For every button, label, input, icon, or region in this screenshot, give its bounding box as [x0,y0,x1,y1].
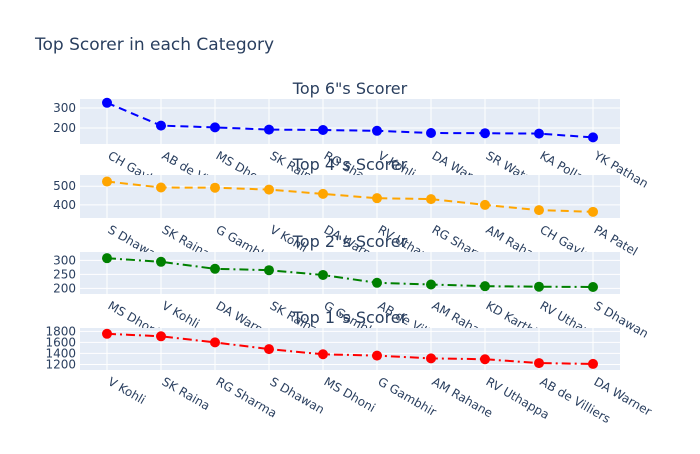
x-tick-label: V Kohli [160,298,202,331]
data-point[interactable] [264,265,274,276]
data-point[interactable] [264,124,274,135]
data-point[interactable] [156,256,166,267]
data-point[interactable] [534,205,544,216]
y-tick-label: 1400 [45,346,76,360]
data-point[interactable] [588,358,598,369]
data-point[interactable] [318,349,328,360]
data-point[interactable] [156,120,166,131]
y-tick-label: 250 [53,267,76,281]
data-point[interactable] [480,281,490,292]
data-point[interactable] [318,269,328,280]
data-point[interactable] [534,128,544,139]
x-tick-label: V Kohli [106,374,148,407]
x-tick-label: RG Sharma [214,374,280,420]
x-tick-label: G Gambhir [376,374,439,419]
y-tick-label: 300 [53,101,76,115]
x-tick-label: AM Rahane [430,374,496,420]
data-point[interactable] [426,128,436,138]
data-point[interactable] [210,122,220,133]
series-line [106,332,594,365]
data-point[interactable] [534,358,544,369]
y-tick-label: 300 [53,253,76,267]
data-point[interactable] [318,125,328,135]
data-point[interactable] [372,125,382,136]
data-point[interactable] [534,281,544,292]
plot-area [80,175,620,218]
data-point[interactable] [426,194,436,205]
y-tick-label: 400 [53,198,76,212]
data-point[interactable] [588,206,598,217]
series-line [106,180,594,213]
subplot-title: Top 2"s Scorer [292,232,408,251]
data-point[interactable] [264,184,274,195]
main-title: Top Scorer in each Category [34,35,274,55]
y-tick-label: 1800 [45,324,76,338]
data-point[interactable] [210,263,220,274]
data-point[interactable] [480,354,490,365]
data-point[interactable] [372,277,382,288]
x-tick-label: MS Dhoni [322,374,378,415]
y-tick-label: 1200 [45,357,76,371]
y-tick-label: 200 [53,281,76,295]
x-tick-label: SK Raina [160,374,213,413]
series-line [106,257,594,288]
data-point[interactable] [264,344,274,355]
data-point[interactable] [210,182,220,193]
data-point[interactable] [372,350,382,361]
plot-area [80,99,620,144]
data-point[interactable] [372,193,382,204]
subplot-title: Top 6"s Scorer [292,79,408,98]
data-point[interactable] [156,331,166,342]
subplot-title: Top 1"s Scorer [292,308,408,327]
y-tick-label: 1600 [45,335,76,349]
y-tick-label: 200 [53,121,76,135]
data-point[interactable] [102,328,112,339]
data-point[interactable] [426,353,436,364]
data-point[interactable] [588,132,598,143]
data-point[interactable] [480,128,490,139]
data-point[interactable] [588,282,598,292]
data-point[interactable] [156,182,166,193]
data-point[interactable] [210,337,220,348]
data-point[interactable] [318,188,328,199]
data-point[interactable] [102,253,112,264]
data-point[interactable] [102,97,112,108]
data-point[interactable] [480,199,490,210]
data-point[interactable] [426,279,436,290]
subplot-title: Top 4"s Scorer [292,155,408,174]
data-point[interactable] [102,176,112,187]
y-tick-label: 500 [53,179,76,193]
series-line [106,101,594,139]
